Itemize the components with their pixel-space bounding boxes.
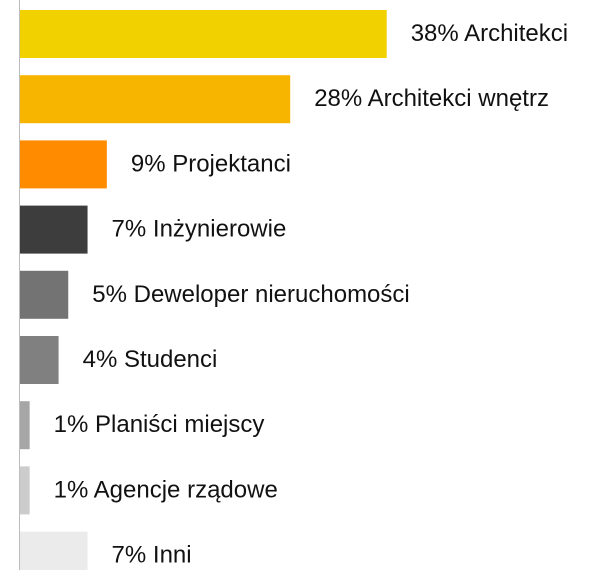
category-label: Architekci wnętrz (368, 86, 549, 113)
value-label: 28% (314, 86, 362, 113)
value-label: 38% (411, 20, 459, 47)
bar-label: 1% Agencje rządowe (54, 477, 278, 504)
category-label: Studenci (124, 346, 217, 373)
value-label: 4% (83, 346, 118, 373)
category-label: Agencje rządowe (94, 477, 278, 504)
bar (20, 270, 69, 319)
category-label: Projektanci (172, 151, 291, 178)
category-label: Deweloper nieruchomości (134, 281, 410, 308)
bar-label: 38% Architekci (411, 20, 568, 47)
bar-label: 4% Studenci (83, 346, 218, 373)
category-label: Planiści miejscy (95, 412, 264, 439)
bar-label: 7% Inni (112, 542, 192, 569)
bar (20, 401, 30, 450)
value-label: 5% (92, 281, 127, 308)
value-label: 7% (112, 542, 147, 569)
bar (20, 466, 30, 515)
bar-label: 5% Deweloper nieruchomości (92, 281, 410, 308)
bar (20, 75, 291, 124)
bar-label: 7% Inżynierowie (112, 216, 287, 243)
bar (20, 140, 107, 189)
value-label: 1% (54, 477, 89, 504)
bar (20, 531, 88, 570)
bar (20, 336, 59, 384)
bar (20, 10, 387, 58)
category-label: Inni (153, 542, 192, 569)
bar-label: 1% Planiści miejscy (54, 412, 265, 439)
value-label: 1% (54, 412, 89, 439)
value-label: 7% (112, 216, 147, 243)
value-label: 9% (131, 151, 166, 178)
bar-label: 28% Architekci wnętrz (314, 86, 549, 113)
bar (20, 205, 88, 254)
category-label: Architekci (464, 20, 568, 47)
bar-label: 9% Projektanci (131, 151, 291, 178)
category-label: Inżynierowie (153, 216, 286, 243)
